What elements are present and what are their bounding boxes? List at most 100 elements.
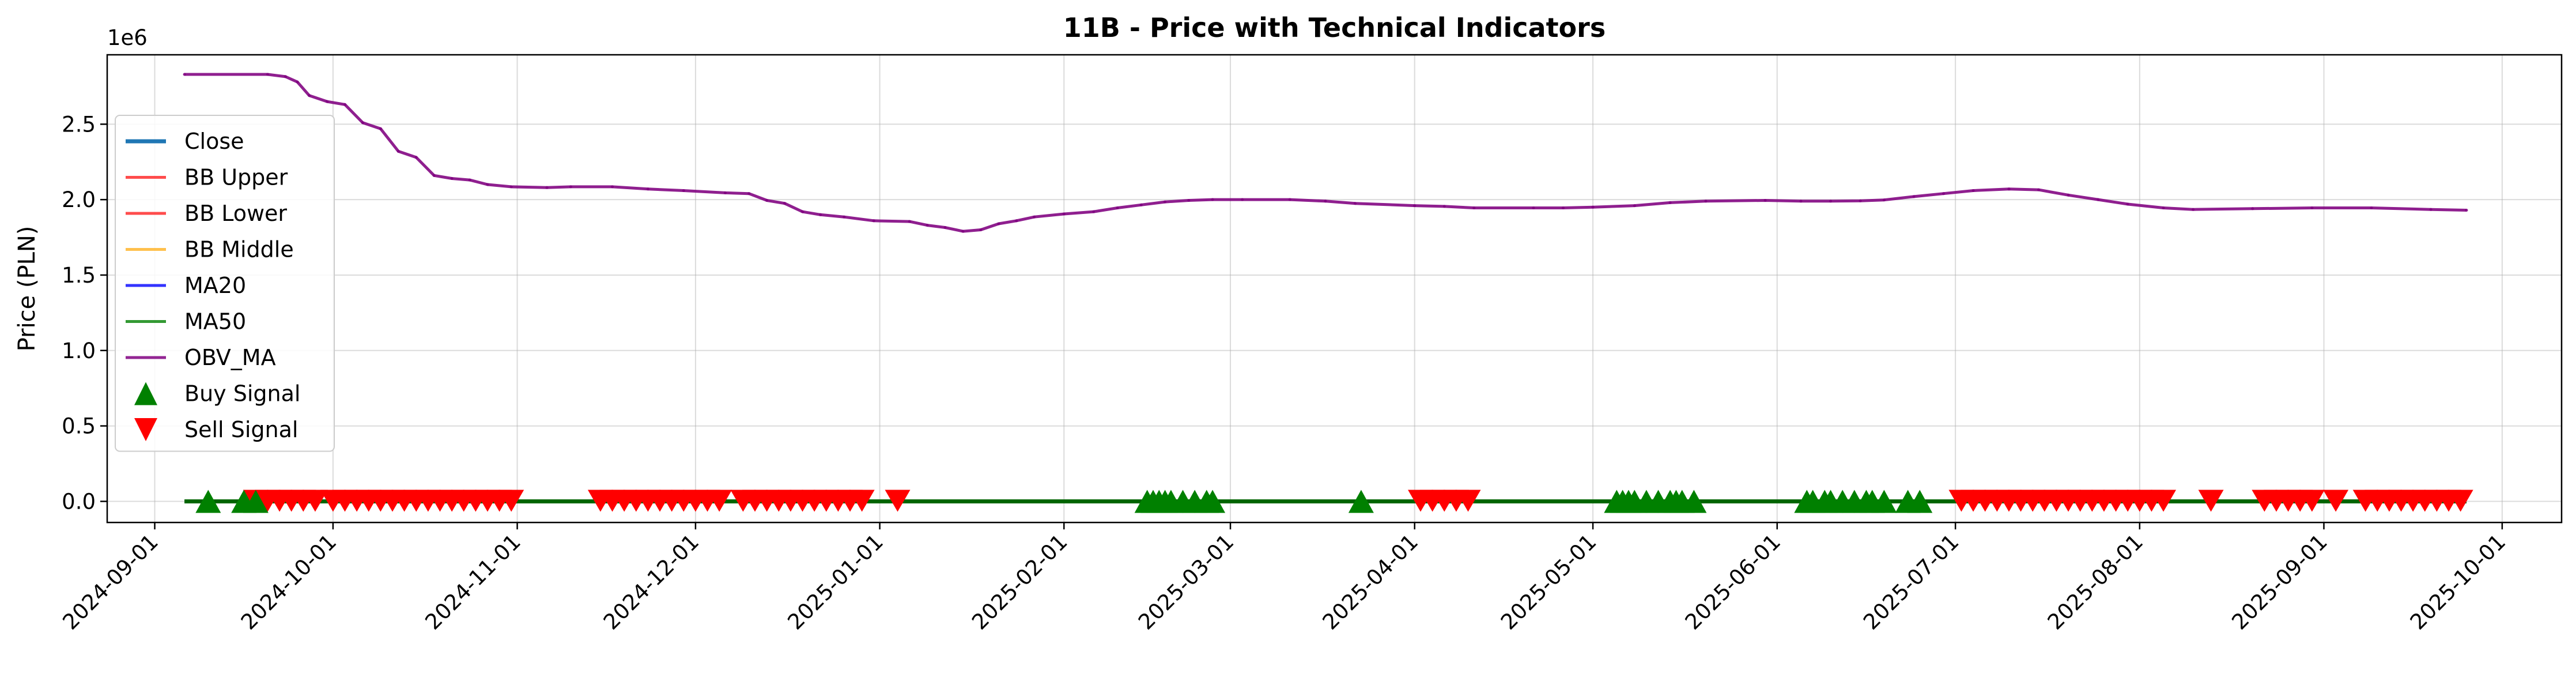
obv-ma-point (765, 199, 769, 202)
x-tick-label: 2025-07-01 (1859, 529, 1963, 634)
obv-ma-point (1092, 210, 1096, 213)
x-tick-label: 2025-10-01 (2405, 529, 2510, 634)
obv-ma-point (1139, 203, 1143, 206)
obv-ma-point (611, 185, 614, 189)
obv-ma-point (1912, 195, 1916, 198)
obv-ma-point (747, 192, 751, 195)
obv-ma-point (379, 127, 382, 130)
legend-item-buy-signal: Buy Signal (134, 381, 300, 407)
sell-signal-marker (498, 490, 524, 512)
sell-signal-marker (849, 490, 875, 512)
obv-ma-point (486, 183, 489, 186)
legend-label: Buy Signal (184, 381, 300, 407)
obv-ma-point (2310, 206, 2314, 209)
x-tick-label: 2025-06-01 (1680, 529, 1785, 634)
tick-layer: 2024-09-01 2024-10-01 2024-11-01 2024-12-01… (58, 112, 2510, 634)
y-axis-label: Price (PLN) (14, 226, 40, 352)
obv-ma-point (1633, 204, 1636, 208)
legend-swatch (134, 382, 157, 405)
legend-label: OBV_MA (184, 345, 276, 370)
sell-signal-marker (2323, 490, 2349, 512)
buy-signal-marker (243, 490, 269, 513)
obv-ma-point (1971, 189, 1975, 192)
legend-label: BB Middle (184, 237, 294, 262)
obv-ma-point (1354, 202, 1357, 205)
legend-label: Close (184, 129, 244, 154)
obv-ma-point (1668, 201, 1672, 204)
obv-ma-point (2067, 193, 2070, 197)
obv-ma-point (1324, 200, 1327, 203)
x-tick-label: 2025-08-01 (2043, 529, 2148, 634)
signal-layer (195, 490, 2473, 513)
buy-signal-marker (1907, 490, 1933, 513)
legend-item-bb-upper: BB Upper (126, 165, 288, 190)
obv-ma-point (361, 121, 364, 125)
obv-ma-point (1704, 200, 1708, 203)
obv-ma-point (961, 230, 965, 233)
buy-signal-marker (1871, 490, 1897, 513)
obv-ma-point (1033, 215, 1036, 219)
obv-ma-point (2251, 207, 2254, 210)
series-layer (183, 73, 2468, 233)
obv-ma-point (1211, 198, 1214, 201)
obv-ma-point (1442, 205, 1446, 208)
sell-signal-marker (885, 490, 911, 512)
sell-signal-marker (2198, 490, 2224, 512)
obv-ma-point (1829, 200, 1833, 203)
legend-label: Sell Signal (184, 417, 298, 442)
obv-ma-point (1859, 199, 1862, 202)
obv-ma-point (943, 226, 947, 229)
legend-label: BB Upper (184, 165, 288, 190)
y-scale-label: 1e6 (107, 25, 148, 50)
obv-ma-point (682, 189, 685, 192)
obv-ma-point (1591, 205, 1595, 209)
obv-ma-point (926, 224, 929, 227)
x-tick-label: 2025-03-01 (1134, 529, 1238, 634)
plot-frame (106, 54, 2563, 524)
x-tick-label: 2025-01-01 (783, 529, 888, 634)
sell-signal-marker (302, 490, 328, 512)
obv-ma-point (2429, 208, 2433, 211)
obv-ma-point (1472, 206, 1476, 209)
obv-ma-point (396, 149, 400, 153)
obv-ma-point (2126, 202, 2129, 206)
obv-ma-point (545, 186, 549, 189)
legend-label: BB Lower (184, 201, 287, 226)
y-tick-label: 0.5 (62, 414, 96, 439)
legend-item-ma20: MA20 (126, 273, 246, 298)
obv-ma-point (1942, 192, 1945, 195)
obv-ma-point (509, 185, 513, 189)
obv-ma-point (2037, 188, 2040, 191)
x-tick-label: 2024-12-01 (599, 529, 704, 634)
buy-signal-marker (1348, 490, 1374, 513)
x-tick-label: 2025-05-01 (1496, 529, 1601, 634)
obv-ma-point (1116, 206, 1119, 209)
obv-ma-point (1241, 198, 1244, 201)
series-line-obv-ma (184, 73, 2467, 233)
obv-ma-point (783, 202, 787, 205)
obv-ma-point (2097, 198, 2100, 201)
legend: Close BB Upper BB Lower BB Middle MA20 MA50 OB… (115, 115, 335, 452)
obv-ma-point (646, 187, 649, 191)
obv-ma-point (1187, 199, 1191, 202)
obv-ma-point (450, 177, 454, 180)
obv-ma-point (724, 191, 727, 194)
obv-ma-point (1413, 204, 1417, 208)
legend-item-obv-ma: OBV_MA (126, 345, 276, 370)
x-tick-label: 2024-10-01 (236, 529, 341, 634)
grid-layer (107, 55, 2562, 522)
legend-item-bb-lower: BB Lower (126, 201, 287, 226)
obv-ma-point (819, 213, 822, 216)
y-tick-label: 1.0 (62, 339, 96, 363)
y-tick-label: 1.5 (62, 263, 96, 288)
legend-label: MA20 (184, 273, 246, 298)
legend-item-ma50: MA50 (126, 309, 246, 334)
obv-ma-point (2162, 206, 2165, 209)
legend-item-sell-signal: Sell Signal (134, 417, 298, 442)
obv-ma-point (432, 174, 436, 177)
obv-ma-point (1799, 200, 1803, 203)
y-tick-label: 2.5 (62, 112, 96, 137)
legend-swatch (134, 418, 157, 441)
legend-box (115, 115, 335, 452)
